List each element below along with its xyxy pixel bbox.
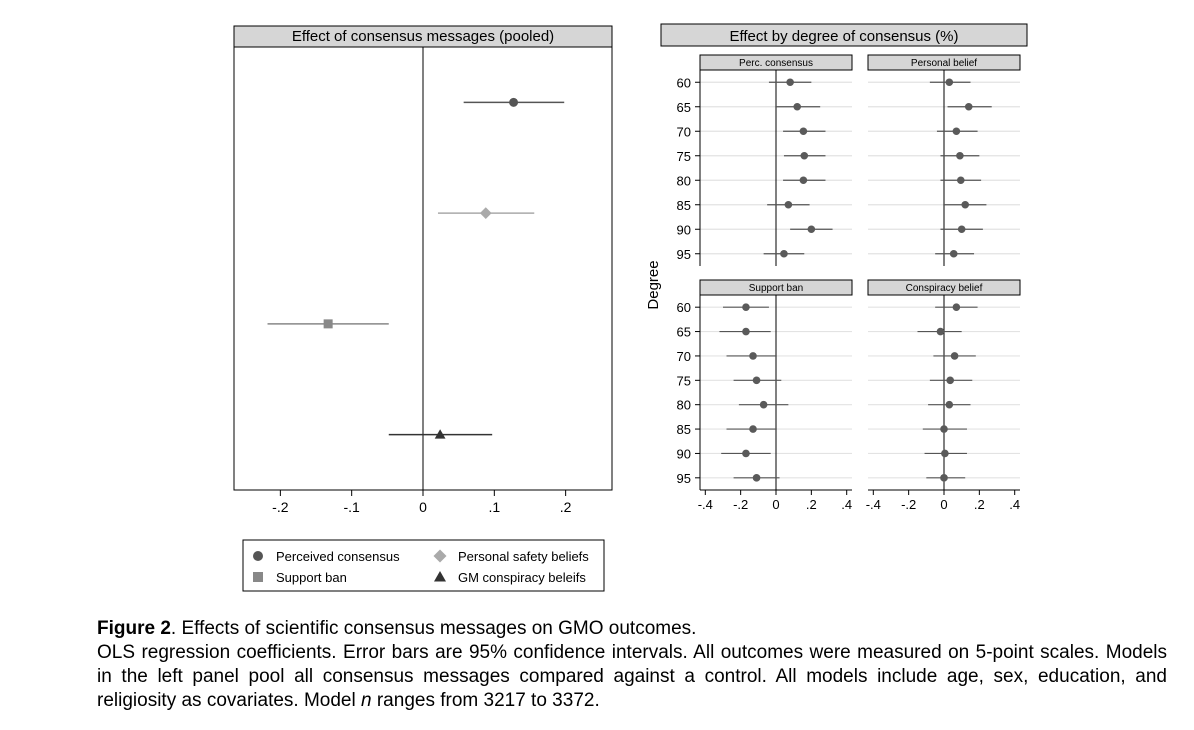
caption-title-text: . Effects of scientific consensus messag… (170, 618, 697, 639)
facet-y-tick-label-0: 85 (677, 198, 691, 213)
left-legend-box (242, 539, 605, 592)
right-panel-title-strip (660, 23, 1028, 47)
legend-label-1: Personal safety beliefs (458, 549, 589, 564)
legend-marker-3 (434, 571, 446, 582)
facet-y-tick-label-0: 95 (677, 247, 691, 262)
caption-n-symbol: n (361, 690, 372, 711)
facet-point-0 (784, 200, 793, 209)
facet-point-2 (742, 327, 750, 336)
left-point-1 (479, 207, 492, 219)
facet-point-0 (780, 249, 788, 258)
right-panel-title: Effect by degree of consensus (%) (729, 28, 958, 45)
facet-x-tick-label-3: .2 (974, 497, 985, 512)
facet-y-tick-label-0: 80 (677, 173, 691, 188)
facet-point-2 (749, 352, 757, 360)
facet-point-1 (961, 200, 970, 209)
facet-point-3 (940, 425, 948, 433)
facet-y-tick-label-2: 70 (677, 349, 691, 364)
facet-point-2 (742, 303, 750, 311)
facet-title-3: Conspiracy belief (906, 283, 983, 294)
facet-y-tick-label-2: 60 (677, 300, 691, 315)
left-x-tick-label: .2 (560, 499, 572, 515)
facet-y-tick-label-0: 75 (677, 149, 691, 164)
legend-label-0: Perceived consensus (276, 549, 400, 564)
facet-y-tick-label-0: 70 (677, 124, 691, 139)
facet-point-3 (941, 449, 949, 458)
facet-point-3 (945, 400, 954, 409)
facet-point-0 (800, 151, 809, 160)
facet-point-0 (799, 176, 808, 185)
facet-point-2 (749, 425, 757, 433)
left-x-tick-label: -.1 (344, 499, 361, 515)
facet-y-tick-label-2: 80 (677, 398, 691, 413)
facet-point-1 (964, 102, 973, 111)
legend-marker-1 (433, 549, 447, 563)
facet-x-tick-label-2: 0 (772, 497, 779, 512)
legend-marker-0 (253, 551, 263, 561)
facet-point-3 (940, 474, 948, 482)
legend-label-3: GM conspiracy beleifs (458, 570, 586, 585)
legend-label-2: Support ban (276, 570, 347, 585)
facet-point-1 (945, 78, 954, 87)
facet-x-tick-label-2: .2 (806, 497, 817, 512)
facet-x-tick-label-2: -.2 (733, 497, 748, 512)
facet-y-tick-label-0: 65 (677, 100, 691, 115)
facet-x-tick-label-2: -.4 (698, 497, 713, 512)
left-point-3 (434, 429, 446, 439)
caption-label: Figure 2 (97, 618, 171, 639)
figure-2: Effect of consensus messages (pooled) -.2… (233, 23, 1028, 592)
caption-body-text: OLS regression coefficients. Error bars … (97, 642, 1167, 711)
left-x-tick-label: -.2 (272, 499, 289, 515)
legend-marker-2 (253, 572, 263, 582)
left-x-tick-label: 0 (419, 499, 427, 515)
facet-point-1 (952, 127, 961, 136)
left-point-0 (509, 97, 519, 107)
facet-y-tick-label-2: 90 (677, 446, 691, 461)
facet-title-1: Personal belief (911, 58, 977, 69)
facet-title-2: Support ban (749, 283, 804, 294)
facet-y-tick-label-2: 65 (677, 325, 691, 340)
facet-point-0 (807, 225, 816, 234)
facet-x-tick-label-2: .4 (841, 497, 852, 512)
facet-y-tick-label-2: 75 (677, 373, 691, 388)
facet-y-tick-label-2: 85 (677, 422, 691, 437)
facet-x-tick-label-3: 0 (940, 497, 947, 512)
facet-point-3 (936, 327, 945, 336)
left-x-tick-label: .1 (488, 499, 500, 515)
caption-body: OLS regression coefficients. Error bars … (97, 641, 1167, 713)
right-y-axis-label: Degree (645, 260, 662, 309)
facet-point-2 (752, 376, 761, 385)
facet-x-tick-label-3: -.4 (866, 497, 881, 512)
left-point-2 (323, 319, 333, 329)
figure-caption: Figure 2. Effects of scientific consensu… (97, 617, 1167, 713)
facet-y-tick-label-0: 60 (677, 75, 691, 90)
caption-body-end: ranges from 3217 to 3372. (371, 690, 600, 711)
facet-point-1 (957, 225, 966, 234)
facet-point-3 (952, 303, 961, 311)
facet-point-2 (742, 449, 750, 458)
facet-y-tick-label-2: 95 (677, 471, 691, 486)
facet-point-3 (950, 352, 959, 360)
facet-point-2 (752, 474, 761, 482)
facet-x-tick-label-3: -.2 (901, 497, 916, 512)
facet-point-0 (793, 102, 802, 111)
left-panel-title: Effect of consensus messages (pooled) (292, 28, 554, 45)
facet-y-tick-label-0: 90 (677, 222, 691, 237)
facet-point-1 (949, 249, 958, 258)
facet-point-1 (956, 176, 965, 185)
caption-title: Figure 2. Effects of scientific consensu… (97, 617, 1167, 641)
facet-x-tick-label-3: .4 (1009, 497, 1020, 512)
facet-title-0: Perc. consensus (739, 58, 813, 69)
facet-point-2 (759, 400, 768, 409)
facet-point-1 (956, 151, 964, 160)
facet-point-0 (799, 127, 808, 136)
facet-point-0 (786, 78, 794, 87)
facet-point-3 (946, 376, 954, 385)
